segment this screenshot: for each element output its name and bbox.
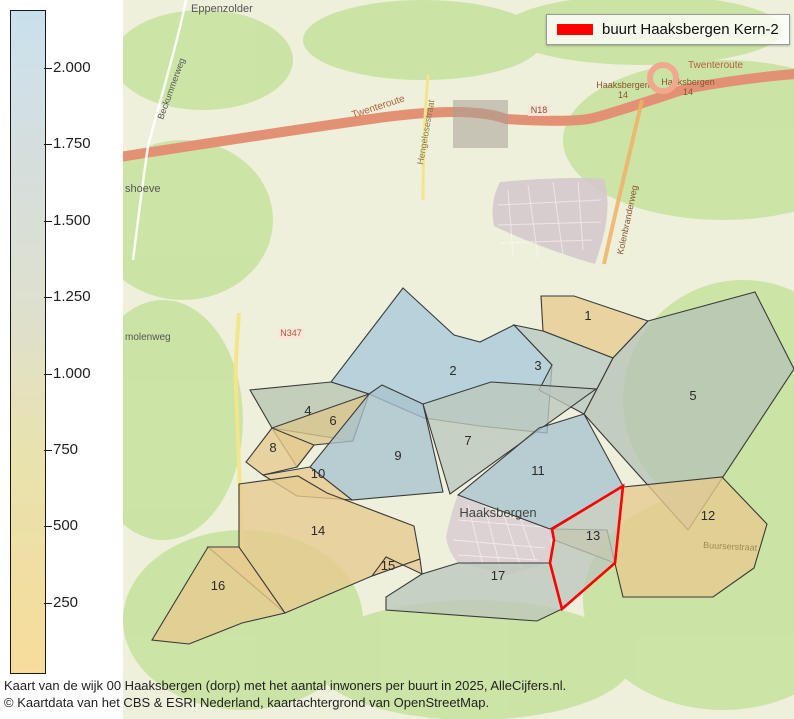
svg-text:3: 3 [534,358,541,373]
svg-text:15: 15 [381,558,395,573]
svg-text:6: 6 [329,413,336,428]
svg-text:10: 10 [311,466,325,481]
svg-text:8: 8 [269,440,276,455]
svg-text:N18: N18 [531,105,548,115]
svg-text:Eppenzolder: Eppenzolder [191,3,253,15]
svg-text:Haaksbergen: Haaksbergen [459,505,536,520]
svg-text:7: 7 [464,433,471,448]
svg-text:14: 14 [311,523,325,538]
svg-text:17: 17 [491,568,505,583]
svg-text:16: 16 [211,578,225,593]
svg-text:11: 11 [531,463,545,478]
svg-text:1: 1 [584,308,591,323]
svg-text:Haaksbergen: Haaksbergen [596,80,650,90]
svg-text:4: 4 [304,403,311,418]
svg-text:2: 2 [449,363,456,378]
svg-text:5: 5 [689,388,696,403]
svg-text:14: 14 [618,90,628,100]
svg-text:N347: N347 [280,328,302,338]
svg-text:12: 12 [701,508,715,523]
svg-text:9: 9 [394,448,401,463]
svg-text:shoeve: shoeve [125,183,160,195]
svg-text:Haaksbergen: Haaksbergen [661,77,715,87]
svg-text:Twenteroute: Twenteroute [688,60,743,71]
svg-text:14: 14 [683,87,693,97]
svg-text:molenweg: molenweg [125,332,171,343]
svg-text:13: 13 [586,528,600,543]
